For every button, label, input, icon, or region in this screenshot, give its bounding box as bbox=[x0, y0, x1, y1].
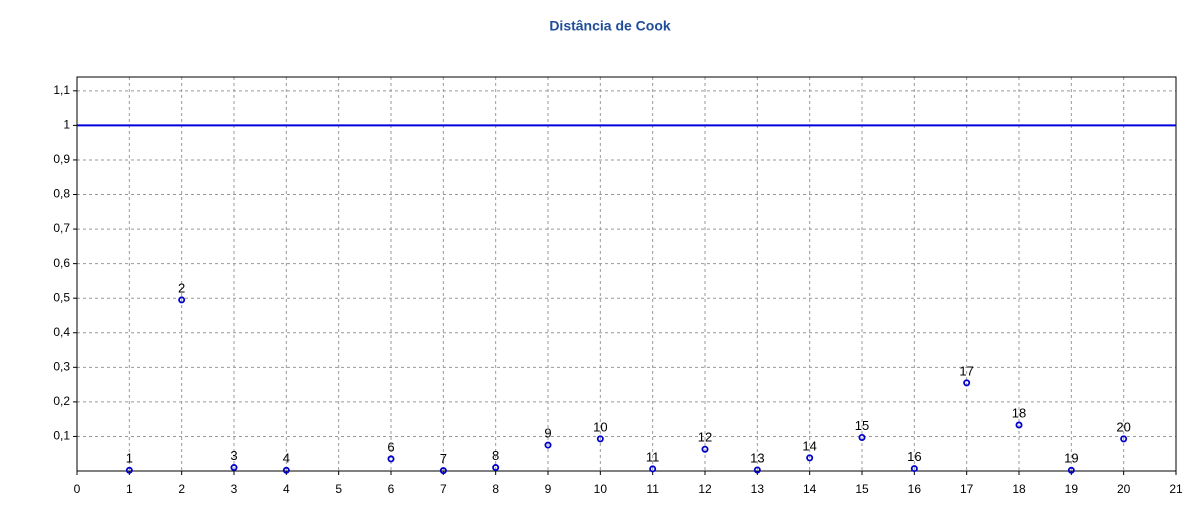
x-tick-label: 8 bbox=[492, 482, 499, 496]
x-tick-label: 13 bbox=[751, 482, 765, 496]
y-tick-label: 0,4 bbox=[53, 325, 70, 339]
x-tick-label: 5 bbox=[335, 482, 342, 496]
x-tick-label: 11 bbox=[646, 482, 659, 496]
point bbox=[282, 466, 290, 474]
y-tick-label: 0,9 bbox=[53, 152, 70, 166]
point bbox=[439, 467, 447, 475]
x-tick-label: 1 bbox=[126, 482, 133, 496]
point-label: 9 bbox=[544, 426, 551, 441]
point bbox=[1015, 421, 1023, 429]
x-tick-label: 17 bbox=[960, 482, 974, 496]
point-label: 20 bbox=[1116, 419, 1130, 434]
x-tick-label: 20 bbox=[1117, 482, 1131, 496]
y-tick-label: 0,1 bbox=[53, 429, 70, 443]
x-tick-label: 7 bbox=[440, 482, 447, 496]
point-label: 4 bbox=[283, 451, 290, 466]
point-label: 19 bbox=[1064, 451, 1078, 466]
point bbox=[701, 445, 709, 453]
y-tick-label: 1 bbox=[63, 118, 70, 132]
point bbox=[858, 433, 866, 441]
point-label: 12 bbox=[698, 430, 712, 445]
point bbox=[492, 464, 500, 472]
x-tick-label: 16 bbox=[908, 482, 922, 496]
point-label: 6 bbox=[387, 439, 394, 454]
point bbox=[125, 466, 133, 474]
y-tick-label: 1,1 bbox=[53, 83, 70, 97]
x-tick-label: 0 bbox=[74, 482, 81, 496]
y-tick-label: 0,7 bbox=[53, 221, 70, 235]
point bbox=[1067, 466, 1075, 474]
point bbox=[596, 435, 604, 443]
point-label: 17 bbox=[959, 363, 973, 378]
point-label: 8 bbox=[492, 448, 499, 463]
x-tick-label: 14 bbox=[803, 482, 817, 496]
point-label: 15 bbox=[855, 418, 869, 433]
x-tick-label: 19 bbox=[1065, 482, 1079, 496]
point bbox=[753, 466, 761, 474]
point-label: 3 bbox=[230, 448, 237, 463]
point-label: 7 bbox=[440, 451, 447, 466]
chart-title: Distância de Cook bbox=[549, 18, 671, 34]
x-tick-label: 15 bbox=[855, 482, 869, 496]
y-tick-label: 0,3 bbox=[53, 359, 70, 373]
point-label: 14 bbox=[802, 438, 816, 453]
point-label: 10 bbox=[593, 419, 607, 434]
y-tick-label: 0,5 bbox=[53, 290, 70, 304]
x-tick-label: 2 bbox=[178, 482, 185, 496]
x-tick-label: 21 bbox=[1169, 482, 1183, 496]
point bbox=[544, 441, 552, 449]
x-tick-label: 18 bbox=[1012, 482, 1026, 496]
x-tick-label: 4 bbox=[283, 482, 290, 496]
x-tick-label: 6 bbox=[388, 482, 395, 496]
x-tick-label: 9 bbox=[545, 482, 552, 496]
point-label: 1 bbox=[126, 451, 133, 466]
point bbox=[963, 379, 971, 387]
x-tick-label: 10 bbox=[594, 482, 608, 496]
point-label: 2 bbox=[178, 280, 185, 295]
point bbox=[1120, 435, 1128, 443]
point bbox=[230, 464, 238, 472]
point-label: 18 bbox=[1012, 405, 1026, 420]
point bbox=[649, 465, 657, 473]
y-tick-label: 0,8 bbox=[53, 187, 70, 201]
point bbox=[178, 296, 186, 304]
point bbox=[387, 455, 395, 463]
point bbox=[910, 465, 918, 473]
point bbox=[806, 454, 814, 462]
x-tick-label: 3 bbox=[231, 482, 238, 496]
point-label: 16 bbox=[907, 449, 921, 464]
point-label: 11 bbox=[646, 449, 660, 464]
point-label: 13 bbox=[750, 450, 764, 465]
y-tick-label: 0,6 bbox=[53, 256, 70, 270]
y-tick-label: 0,2 bbox=[53, 394, 70, 408]
plot-frame bbox=[76, 76, 1177, 472]
x-tick-label: 12 bbox=[698, 482, 712, 496]
